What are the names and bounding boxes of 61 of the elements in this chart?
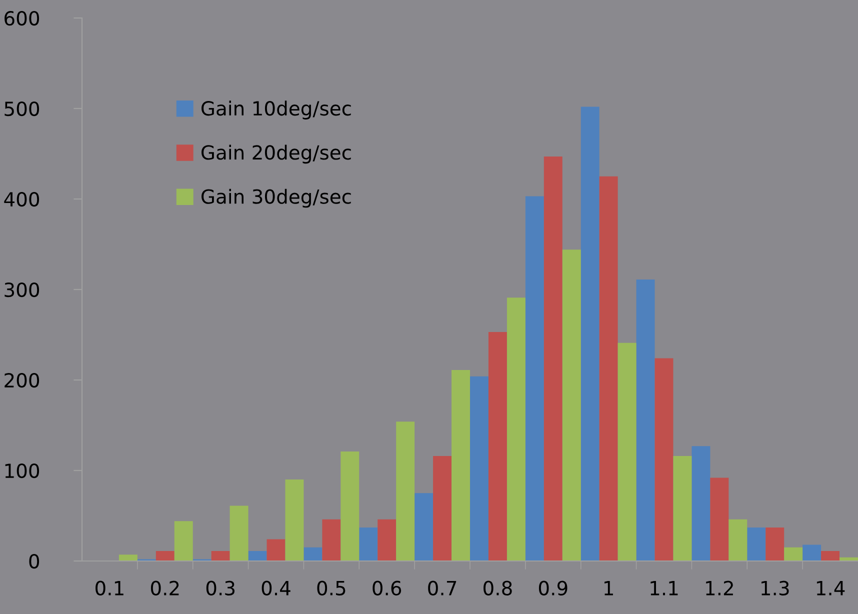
bar — [784, 547, 803, 561]
bar — [378, 519, 396, 561]
y-tick-label: 500 — [4, 101, 40, 116]
y-tick-label: 0 — [29, 554, 40, 569]
bar — [802, 544, 822, 561]
legend-label: Gain 10deg/sec — [202, 100, 351, 120]
bar — [452, 370, 470, 561]
x-tick-label: 0.3 — [206, 580, 234, 596]
y-tick-label: 400 — [4, 192, 40, 207]
bar — [285, 480, 304, 561]
x-tick-label: 1.4 — [816, 581, 845, 596]
bar — [673, 456, 692, 561]
y-tick-label: 100 — [5, 463, 40, 478]
bar — [525, 196, 544, 561]
bar — [821, 551, 840, 561]
x-tick-label: 0.2 — [150, 580, 179, 596]
bar — [766, 528, 784, 561]
bar — [488, 332, 507, 561]
bar — [396, 422, 415, 561]
x-tick-label: 1 — [604, 581, 613, 596]
bar — [174, 521, 193, 561]
bar — [414, 493, 434, 561]
x-tick-label: 0.7 — [428, 580, 456, 596]
bar — [304, 547, 322, 561]
y-tick-label: 300 — [4, 282, 40, 298]
bar — [118, 554, 138, 561]
x-tick-label: 0.4 — [262, 580, 290, 596]
y-tick-label: 600 — [4, 10, 40, 26]
bar — [654, 358, 674, 561]
bar — [562, 250, 581, 561]
bar — [580, 106, 600, 561]
x-tick-label: 0.6 — [372, 580, 402, 596]
x-tick-label: 1.3 — [762, 580, 789, 596]
bar — [747, 528, 766, 561]
bar — [322, 519, 341, 561]
x-tick-label: 0.5 — [317, 580, 346, 596]
bar — [692, 446, 710, 561]
bar — [433, 456, 452, 561]
bar — [618, 342, 636, 561]
bar — [636, 280, 655, 561]
bar — [266, 539, 286, 561]
bar — [359, 528, 378, 561]
legend-label: Gain 20deg/sec — [202, 144, 351, 164]
bar — [728, 519, 748, 561]
x-tick-label: 1.2 — [706, 580, 733, 596]
bar — [248, 551, 267, 561]
bar — [470, 376, 488, 561]
bar — [506, 298, 526, 561]
bar — [211, 551, 230, 561]
legend-label: Gain 30deg/sec — [202, 188, 351, 208]
bar — [156, 551, 174, 561]
bar — [230, 506, 248, 561]
bar — [599, 176, 618, 561]
x-tick-label: 1.1 — [650, 581, 678, 596]
bar — [710, 478, 729, 561]
x-tick-label: 0.9 — [538, 580, 568, 596]
bar — [544, 156, 562, 561]
x-tick-label: 0.1 — [96, 580, 124, 596]
x-tick-label: 0.8 — [484, 580, 512, 596]
y-tick-label: 200 — [4, 372, 40, 388]
bar — [340, 451, 360, 561]
